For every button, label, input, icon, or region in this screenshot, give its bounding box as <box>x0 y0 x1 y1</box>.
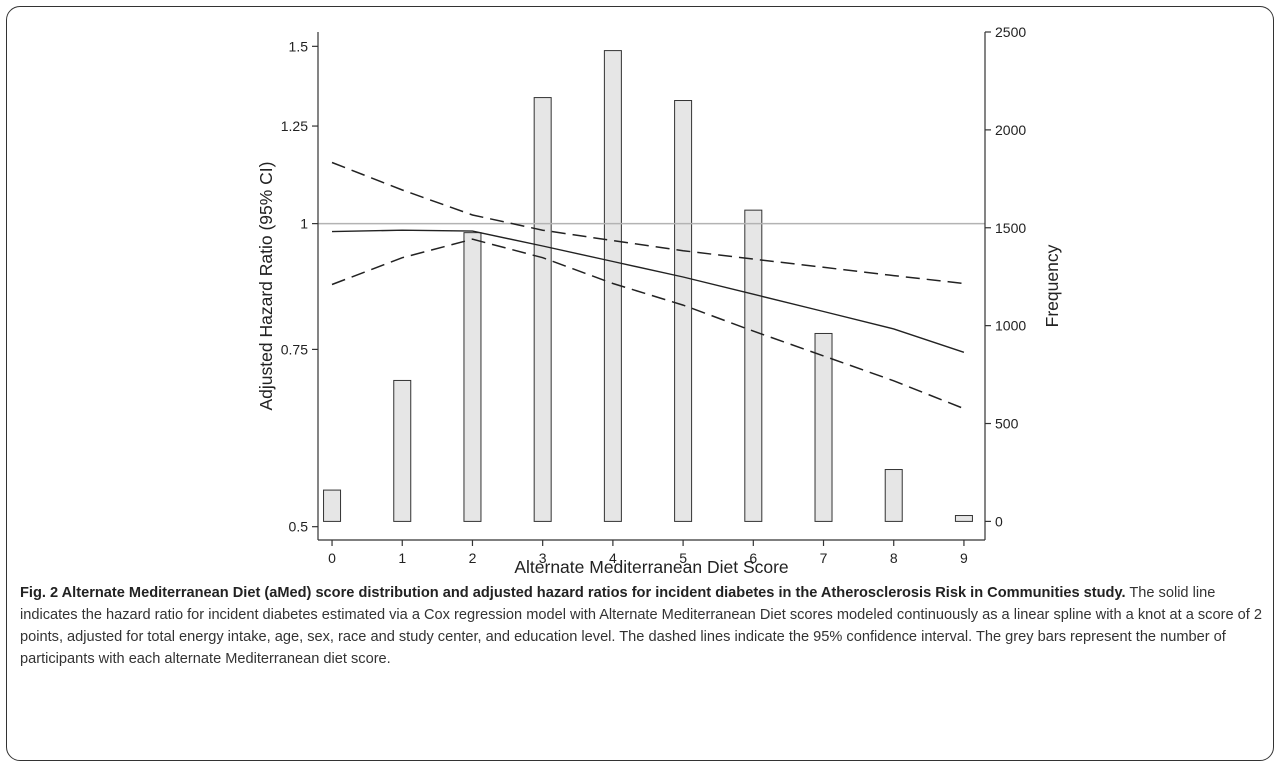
ci-lower-line <box>331 238 965 410</box>
left-tick-label-1: 0.75 <box>281 341 308 357</box>
x-tick-label-8: 8 <box>890 550 898 566</box>
right-tick-label-3: 1500 <box>995 220 1026 236</box>
figure-caption: Fig. 2 Alternate Mediterranean Diet (aMe… <box>20 582 1265 670</box>
left-tick-label-0: 0.5 <box>289 519 309 535</box>
caption-body: The solid line indicates the hazard rati… <box>20 585 1262 667</box>
x-tick-label-1: 1 <box>398 550 406 566</box>
left-tick-label-4: 1.5 <box>289 38 309 54</box>
x-tick-label-7: 7 <box>820 550 828 566</box>
hazard-ratio-line <box>331 229 965 353</box>
x-tick-label-3: 3 <box>539 550 547 566</box>
x-tick-label-9: 9 <box>960 550 968 566</box>
x-axis-title: Alternate Mediterranean Diet Score <box>514 557 788 577</box>
frequency-bar-2 <box>463 232 482 522</box>
frequency-bar-7 <box>814 332 833 522</box>
caption-title: Fig. 2 Alternate Mediterranean Diet (aMe… <box>20 585 1126 601</box>
x-tick-label-5: 5 <box>679 550 687 566</box>
right-tick-label-2: 1000 <box>995 318 1026 334</box>
left-tick-label-2: 1 <box>300 216 308 232</box>
frequency-bar-8 <box>884 469 903 522</box>
right-tick-label-0: 0 <box>995 513 1003 529</box>
right-axis-title: Frequency <box>1042 244 1062 327</box>
right-tick-label-1: 500 <box>995 416 1019 432</box>
frequency-bar-0 <box>323 489 342 522</box>
ci-upper-line <box>331 161 964 285</box>
left-axis-title: Adjusted Hazard Ratio (95% CI) <box>256 162 276 411</box>
x-tick-label-6: 6 <box>749 550 757 566</box>
right-tick-label-5: 2500 <box>995 24 1026 40</box>
frequency-bar-5 <box>674 100 693 522</box>
x-tick-label-2: 2 <box>469 550 477 566</box>
left-tick-label-3: 1.25 <box>281 118 308 134</box>
plot-area: 0 1 2 3 4 5 6 7 8 9 0.5 0.75 1 1.25 1.5 0 500 1000 1500 200… <box>256 24 1062 577</box>
figure-frame <box>6 6 1274 761</box>
x-tick-label-0: 0 <box>328 550 336 566</box>
x-tick-label-4: 4 <box>609 550 617 566</box>
frequency-bar-6 <box>744 209 763 522</box>
frequency-bar-9 <box>954 515 973 522</box>
frequency-bar-3 <box>533 97 552 522</box>
right-tick-label-4: 2000 <box>995 122 1026 138</box>
frequency-bar-1 <box>393 379 412 522</box>
chart: 0 1 2 3 4 5 6 7 8 9 0.5 0.75 1 1.25 1.5 0 500 1000 1500 200… <box>256 24 1062 577</box>
